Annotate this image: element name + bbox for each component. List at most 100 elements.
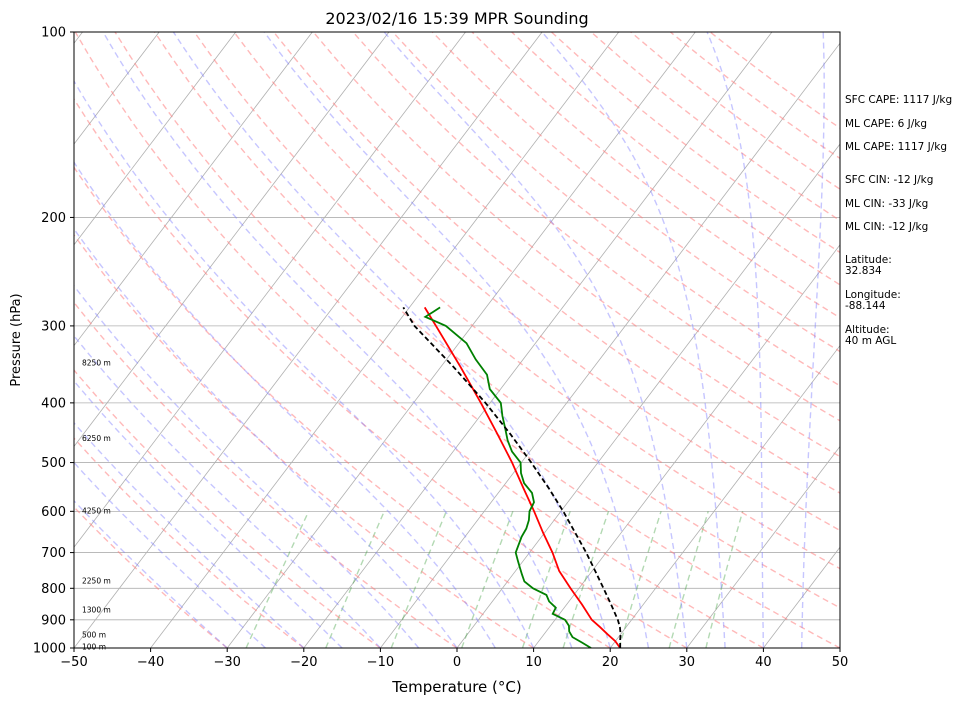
mixing-ratio-line bbox=[245, 511, 310, 648]
mixing-ratio-line bbox=[521, 511, 571, 648]
moist-adiabat bbox=[74, 499, 228, 648]
x-tick-label: −20 bbox=[290, 655, 317, 670]
isotherm-line bbox=[74, 32, 160, 145]
latitude-label: Latitude: bbox=[845, 254, 892, 266]
x-tick-label: −10 bbox=[367, 655, 394, 670]
dry-adiabat bbox=[74, 32, 764, 648]
x-tick-label: −40 bbox=[137, 655, 164, 670]
x-tick-label: 0 bbox=[453, 655, 461, 670]
y-axis-ticks: 100 200 300 400 500 600 700 800 900 1000 bbox=[33, 26, 74, 657]
latitude-value: 32.834 bbox=[845, 265, 882, 277]
y-tick-label: 300 bbox=[41, 319, 66, 334]
height-label: 8250 m bbox=[82, 358, 111, 367]
dry-adiabat bbox=[74, 437, 305, 648]
dry-adiabat bbox=[74, 369, 381, 648]
x-tick-label: 20 bbox=[602, 655, 619, 670]
height-label: 6250 m bbox=[82, 434, 111, 443]
moist-adiabat bbox=[74, 161, 496, 648]
mixing-ratio-line bbox=[461, 511, 514, 648]
moist-adiabat bbox=[74, 79, 535, 648]
height-label: 1300 m bbox=[82, 606, 111, 615]
moist-adiabat-lines bbox=[74, 32, 840, 648]
isotherm-line bbox=[226, 32, 696, 648]
mixing-ratio-line bbox=[325, 511, 385, 648]
mixing-ratio-line bbox=[390, 511, 447, 648]
moist-adiabat bbox=[74, 379, 343, 648]
isotherm-line bbox=[150, 32, 620, 648]
moist-adiabat bbox=[102, 32, 573, 648]
moist-adiabat bbox=[172, 32, 611, 648]
height-labels: 100 m 500 m 1300 m 2250 m 4250 m 6250 m 8250 m bbox=[82, 358, 111, 651]
x-tick-label: 30 bbox=[679, 655, 696, 670]
x-tick-label: −50 bbox=[60, 655, 87, 670]
sounding-series bbox=[402, 306, 622, 648]
dry-adiabat bbox=[114, 32, 840, 648]
mixing-ratio-line bbox=[562, 511, 610, 648]
y-tick-label: 500 bbox=[41, 456, 66, 471]
moist-adiabat bbox=[74, 284, 420, 648]
isotherm-line bbox=[609, 344, 840, 648]
isotherm-line bbox=[74, 32, 237, 246]
moist-adiabat bbox=[74, 461, 266, 648]
ml-cape-text: ML CAPE: 6 J/kg bbox=[845, 118, 928, 130]
dry-adiabat bbox=[233, 32, 840, 532]
moist-adiabat bbox=[74, 227, 458, 648]
longitude-label: Longitude: bbox=[845, 289, 901, 301]
isotherm-line bbox=[74, 32, 466, 548]
height-label: 500 m bbox=[82, 631, 106, 640]
isotherm-line bbox=[380, 42, 840, 648]
moist-adiabat bbox=[383, 32, 688, 648]
dry-adiabat bbox=[193, 32, 840, 570]
dry-adiabat-lines bbox=[74, 32, 840, 648]
dewpoint-line bbox=[423, 306, 592, 648]
moist-adiabat bbox=[74, 334, 381, 648]
dry-adiabat bbox=[74, 97, 688, 648]
x-tick-label: 10 bbox=[525, 655, 542, 670]
isotherm-line bbox=[456, 143, 840, 648]
longitude-value: -88.144 bbox=[845, 300, 886, 312]
plot-area bbox=[0, 32, 840, 648]
x-axis-ticks: −50 −40 −30 −20 −10 0 10 20 30 40 50 bbox=[60, 648, 848, 670]
dry-adiabat bbox=[273, 32, 840, 494]
moist-adiabat bbox=[74, 421, 305, 648]
dry-adiabat bbox=[74, 233, 534, 648]
height-label: 100 m bbox=[82, 643, 106, 652]
dry-adiabat bbox=[74, 505, 228, 648]
y-tick-label: 400 bbox=[41, 396, 66, 411]
altitude-value: 40 m AGL bbox=[845, 335, 897, 347]
mixing-ratio-line bbox=[668, 511, 709, 648]
mixing-ratio-lines bbox=[245, 511, 744, 648]
isotherm-line bbox=[74, 32, 543, 648]
dry-adiabat bbox=[312, 32, 840, 458]
dry-adiabat bbox=[709, 32, 840, 129]
altitude-label: Altitude: bbox=[845, 324, 890, 336]
moist-adiabat bbox=[801, 32, 825, 648]
x-tick-label: 40 bbox=[755, 655, 772, 670]
isotherm-line bbox=[686, 445, 840, 648]
mixing-ratio-line bbox=[618, 511, 662, 648]
sfc-cape-text: SFC CAPE: 1117 J/kg bbox=[845, 94, 953, 106]
parcel-profile-line bbox=[402, 306, 622, 648]
dry-adiabat bbox=[74, 166, 611, 648]
ml-cin-text: ML CIN: -33 J/kg bbox=[845, 198, 929, 210]
y-axis-label: Pressure (hPa) bbox=[9, 293, 24, 386]
isotherm-line bbox=[74, 32, 313, 347]
dry-adiabat bbox=[471, 32, 840, 319]
height-label: 4250 m bbox=[82, 506, 111, 515]
dry-adiabat bbox=[74, 301, 458, 648]
y-tick-label: 100 bbox=[41, 26, 66, 41]
isotherm-line bbox=[533, 244, 840, 648]
moist-adiabat bbox=[706, 32, 765, 648]
y-tick-label: 200 bbox=[41, 211, 66, 226]
isotherm-line bbox=[74, 32, 390, 448]
moist-adiabat bbox=[541, 32, 726, 648]
sfc-cin-text: SFC CIN: -12 J/kg bbox=[845, 174, 934, 186]
isotherm-line bbox=[0, 32, 6, 648]
y-tick-label: 600 bbox=[41, 505, 66, 520]
isotherm-line bbox=[303, 32, 773, 648]
dry-adiabat bbox=[511, 32, 840, 286]
plot-frame bbox=[73, 31, 841, 649]
ml-cin-text-2: ML CIN: -12 J/kg bbox=[845, 221, 929, 233]
y-tick-label: 700 bbox=[41, 546, 66, 561]
